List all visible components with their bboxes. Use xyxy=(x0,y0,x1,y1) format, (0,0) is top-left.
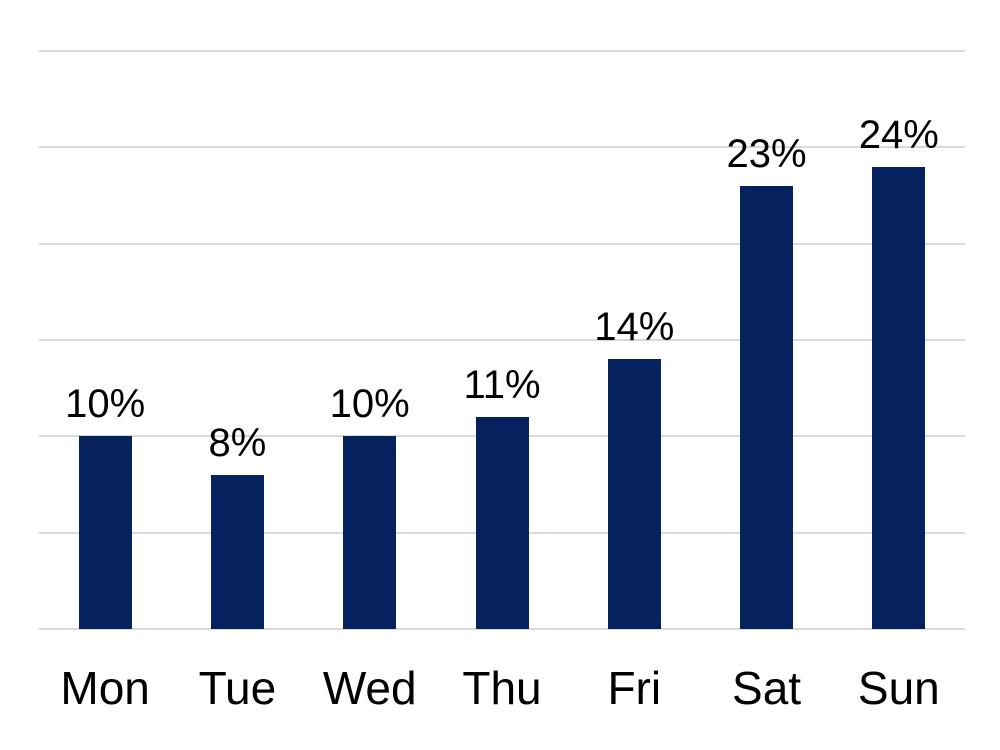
x-axis-labels: Mon Tue Wed Thu Fri Sat Sun xyxy=(0,660,1000,720)
value-label-wed: 10% xyxy=(329,382,410,427)
bar-tue xyxy=(210,474,264,629)
value-label-mon: 10% xyxy=(65,382,146,427)
gridline-15pct xyxy=(39,339,965,341)
bar-wed xyxy=(343,436,397,629)
x-axis-label-mon: Mon xyxy=(60,662,150,714)
value-label-sun: 24% xyxy=(858,112,939,157)
bar-thu xyxy=(475,417,529,629)
x-axis-label-thu: Thu xyxy=(462,662,542,714)
value-label-tue: 8% xyxy=(208,420,267,465)
gridline-25pct xyxy=(39,146,965,149)
plot-area: 10% 8% 10% 11% 14% 23% 24% xyxy=(39,50,965,630)
gridline-30pct xyxy=(39,50,965,52)
x-axis-label-sun: Sun xyxy=(857,662,940,714)
bar-sun xyxy=(872,166,926,629)
x-axis-label-wed: Wed xyxy=(322,662,417,714)
bar-sat xyxy=(740,185,794,629)
x-axis-label-tue: Tue xyxy=(198,662,277,714)
value-label-thu: 11% xyxy=(463,363,541,408)
gridline-20pct xyxy=(39,242,965,245)
x-axis-label-fri: Fri xyxy=(607,662,662,714)
bar-fri xyxy=(607,359,661,629)
value-label-sat: 23% xyxy=(726,131,807,176)
bar-mon xyxy=(78,436,132,629)
gridline-0pct xyxy=(39,628,965,630)
value-label-fri: 14% xyxy=(594,305,675,350)
x-axis-label-sat: Sat xyxy=(732,662,802,714)
